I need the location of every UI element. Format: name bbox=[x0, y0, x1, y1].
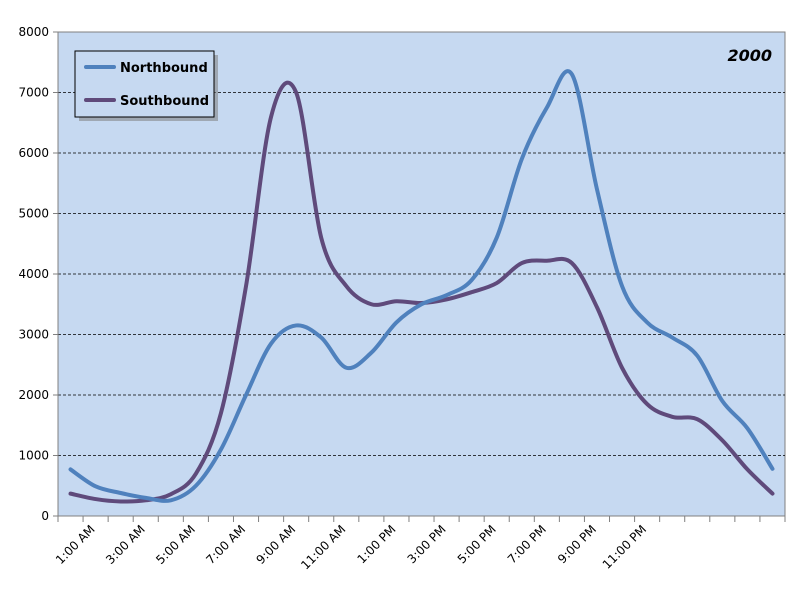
x-tick-label: 1:00 PM bbox=[354, 522, 398, 566]
y-tick-label: 1000 bbox=[18, 449, 49, 463]
y-tick-label: 4000 bbox=[18, 267, 49, 281]
y-tick-label: 7000 bbox=[18, 86, 49, 100]
legend-label-northbound: Northbound bbox=[120, 61, 208, 76]
x-tick-label: 7:00 AM bbox=[203, 522, 248, 567]
legend: Northbound Southbound bbox=[74, 50, 218, 121]
series-layer bbox=[68, 69, 775, 504]
y-tick-label: 6000 bbox=[18, 146, 49, 160]
x-tick-label: 11:00 AM bbox=[298, 522, 348, 572]
x-tick-label: 5:00 PM bbox=[455, 522, 499, 566]
y-tick-label: 3000 bbox=[18, 328, 49, 342]
x-tick-label: 11:00 PM bbox=[600, 522, 649, 571]
x-tick-label: 3:00 PM bbox=[405, 522, 449, 566]
x-tick-label: 9:00 AM bbox=[253, 522, 298, 567]
legend-box bbox=[74, 50, 215, 118]
x-tick-label: 1:00 AM bbox=[53, 522, 98, 567]
y-tick-label: 8000 bbox=[18, 25, 49, 39]
x-tick-label: 7:00 PM bbox=[505, 522, 549, 566]
y-tick-label: 2000 bbox=[18, 388, 49, 402]
x-tick-label: 5:00 AM bbox=[153, 522, 198, 567]
x-tick-label: 9:00 PM bbox=[555, 522, 599, 566]
chart-title: 2000 bbox=[727, 46, 772, 65]
legend-label-southbound: Southbound bbox=[120, 94, 209, 109]
series-line-northbound bbox=[68, 69, 775, 503]
series-line-southbound bbox=[68, 80, 775, 504]
x-tick-label: 3:00 AM bbox=[103, 522, 148, 567]
y-tick-label: 5000 bbox=[18, 207, 49, 221]
y-tick-label: 0 bbox=[41, 509, 49, 523]
